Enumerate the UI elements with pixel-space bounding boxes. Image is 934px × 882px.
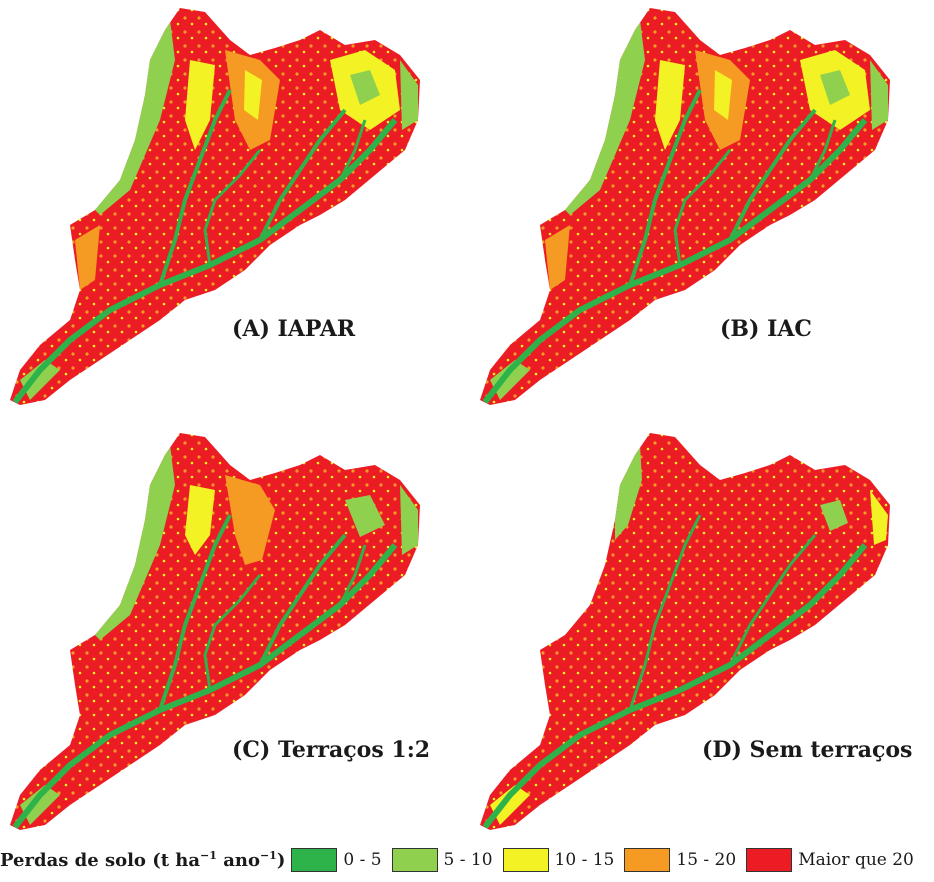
panel-label-c: (C) Terraços 1:2: [232, 737, 431, 763]
legend-swatch-10-15: [502, 848, 549, 872]
watershed-map-b: [470, 0, 934, 420]
legend: Perdas de solo (t ha−1 ano−1) 0 - 5 5 - …: [0, 842, 934, 878]
legend-title-sup-2: −1: [259, 849, 277, 862]
legend-title-prefix: Perdas de solo (t ha: [0, 850, 201, 871]
panel-label-b: (B) IAC: [720, 316, 812, 342]
legend-label: 10 - 15: [554, 850, 615, 870]
legend-title-sup-1: −1: [200, 849, 217, 862]
legend-label: 0 - 5: [343, 850, 382, 870]
map-panel-c: (C) Terraços 1:2: [0, 425, 467, 845]
legend-item: Maior que 20: [746, 848, 914, 872]
panel-label-a: (A) IAPAR: [232, 316, 356, 342]
watershed-map-a: [0, 0, 467, 420]
legend-title: Perdas de solo (t ha−1 ano−1): [0, 849, 285, 871]
legend-swatch-0-5: [291, 848, 338, 872]
panel-label-d: (D) Sem terraços: [702, 737, 913, 763]
watershed-map-d: [470, 425, 934, 845]
legend-item: 10 - 15: [502, 848, 615, 872]
legend-label: 5 - 10: [443, 850, 493, 870]
legend-label: Maior que 20: [798, 850, 914, 870]
legend-title-mid: ano: [216, 850, 260, 871]
legend-label: 15 - 20: [676, 850, 737, 870]
legend-swatch-maior-20: [746, 848, 793, 872]
map-panel-b: (B) IAC: [470, 0, 934, 420]
legend-swatch-15-20: [624, 848, 671, 872]
watershed-map-c: [0, 425, 467, 845]
legend-item: 15 - 20: [624, 848, 736, 872]
legend-item: 0 - 5: [291, 848, 382, 872]
legend-title-suffix: ): [276, 850, 286, 871]
legend-swatch-5-10: [391, 848, 438, 872]
map-panel-d: (D) Sem terraços: [470, 425, 934, 845]
legend-item: 5 - 10: [391, 848, 493, 872]
map-panel-a: (A) IAPAR: [0, 0, 467, 420]
